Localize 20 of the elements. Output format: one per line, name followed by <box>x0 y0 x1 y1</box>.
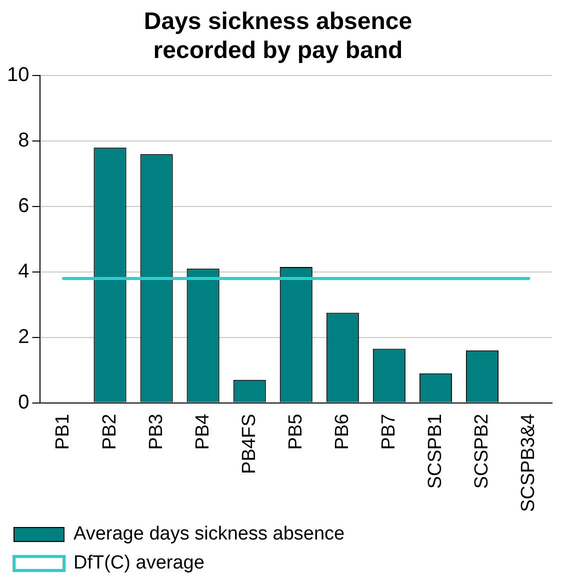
x-tick-label: SCSPB3&4 <box>518 413 539 512</box>
x-tick-label: PB6 <box>332 414 353 450</box>
chart-title: Days sickness absence recorded by pay band <box>144 8 412 64</box>
y-tick-label: 10 <box>6 64 30 86</box>
x-tick-label: PB1 <box>52 414 74 450</box>
y-tick-label: 2 <box>18 326 30 348</box>
y-tick-label: 4 <box>18 260 30 282</box>
legend-label: Average days sickness absence <box>74 524 345 545</box>
y-tick-label: 6 <box>18 194 30 217</box>
x-tick-label: PB3 <box>146 414 167 450</box>
x-tick-label: PB2 <box>99 414 120 450</box>
legend-label: DfT(C) average <box>74 552 204 574</box>
x-tick-label: SCSPB1 <box>424 414 446 489</box>
y-tick-label: 8 <box>18 130 30 152</box>
y-tick-label: 0 <box>18 391 30 414</box>
x-tick-label: PB4FS <box>238 414 260 474</box>
x-tick-label: PB5 <box>285 414 306 450</box>
x-tick-label: PB4 <box>192 413 214 450</box>
x-tick-label: PB7 <box>378 414 400 450</box>
x-tick-label: SCSPB2 <box>471 414 492 489</box>
